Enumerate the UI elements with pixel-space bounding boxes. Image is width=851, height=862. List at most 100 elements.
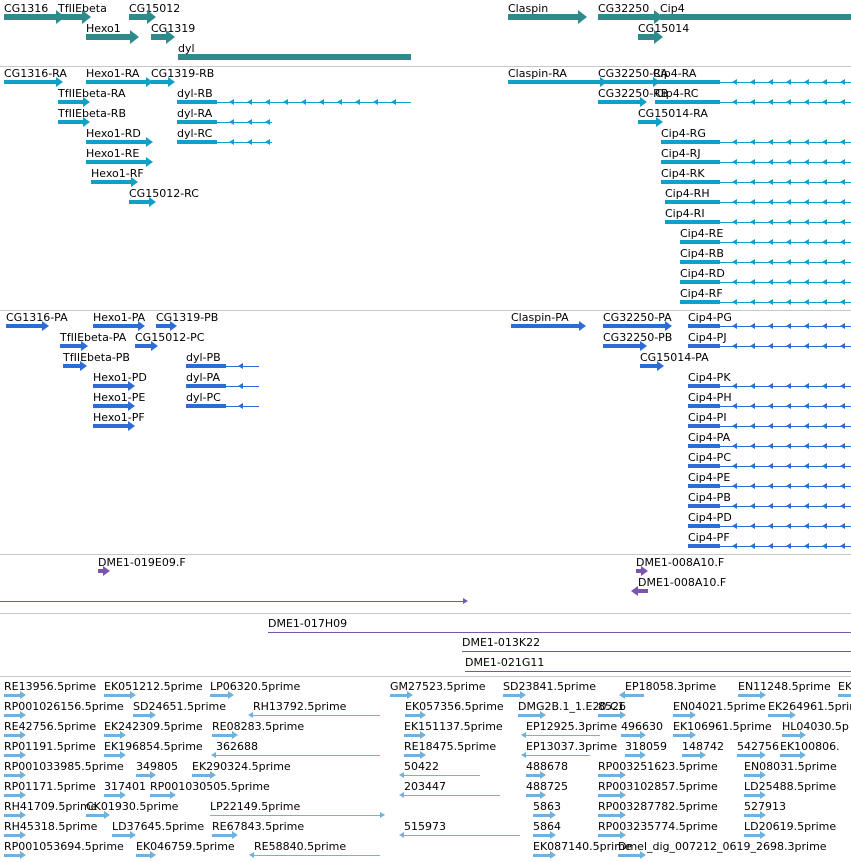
feature-line [720,546,851,547]
feature-block [93,384,128,388]
intron-chevron [750,99,755,105]
strand-arrow [56,77,63,87]
feature-label: LD25488.5prime [744,780,837,793]
feature-label: Cip4-PJ [688,331,727,344]
feature-line [404,795,500,796]
feature-block [688,524,720,528]
feature-label: DME1-019E09.F [98,556,186,569]
intron-chevron [750,79,755,85]
feature-block [178,54,411,60]
feature-block [744,814,760,817]
feature-label: Cip4-RI [665,207,705,220]
est-track: RE13956.5prime EK051212.5prime LP06320.5pr… [0,677,851,862]
feature-block [598,80,653,84]
intron-chevron [247,139,252,145]
intron-chevron [768,99,773,105]
strand-arrow [151,341,158,351]
strand-arrow [620,771,626,779]
feature-block [625,694,644,697]
intron-chevron [732,503,737,509]
intron-chevron [750,483,755,489]
intron-chevron [732,523,737,529]
feature-label: Claspin-RA [508,67,567,80]
strand-arrow [150,851,156,859]
intron-chevron [786,403,791,409]
intron-chevron [768,179,773,185]
feature-line [720,426,851,427]
strand-arrow [620,831,626,839]
intron-chevron [768,523,773,529]
feature-block [135,344,151,348]
feature-block [404,734,420,737]
feature-block [133,714,150,717]
feature-label: 515973 [404,820,446,833]
intron-chevron [732,279,737,285]
feature-block [98,569,103,573]
feature-block [636,569,641,573]
intron-chevron [840,383,845,389]
strand-arrow [540,771,546,779]
strand-arrow [656,117,663,127]
feature-block [4,80,56,84]
feature-block [63,364,80,368]
feature-block [136,774,150,777]
feature-block [738,694,760,697]
strand-arrow [20,691,26,699]
intron-chevron [822,483,827,489]
feature-block [177,100,217,104]
feature-line [720,406,851,407]
feature-line [217,102,411,103]
feature-label: TfIIEbeta-RB [58,107,126,120]
feature-block [4,794,20,797]
feature-label: RE67843.5prime [212,820,305,833]
intron-chevron [822,239,827,245]
strand-arrow [463,598,468,604]
feature-label: EP12925.3prime [526,720,618,733]
feature-label: EK100806. [780,740,840,753]
feature-label: CG15012 [129,2,181,15]
intron-chevron [768,199,773,205]
intron-chevron [822,279,827,285]
feature-label: DME1-013K22 [462,636,541,649]
feature-block [58,100,83,104]
intron-chevron [732,543,737,549]
strand-arrow [760,791,766,799]
strand-arrow [131,177,138,187]
feature-block [86,814,104,817]
strand-arrow [640,851,646,859]
intron-chevron [750,323,755,329]
feature-label: 203447 [404,780,446,793]
feature-block [6,324,42,328]
intron-chevron [786,483,791,489]
intron-chevron [768,403,773,409]
feature-block [688,324,720,328]
feature-label: Hexo1-PE [93,391,146,404]
intron-chevron [768,299,773,305]
feature-block [4,814,20,817]
feature-label: GM27523.5prime [390,680,486,693]
feature-label: TfIIEbeta [58,2,107,15]
intron-chevron [750,403,755,409]
feature-block [58,14,82,20]
intron-chevron [768,239,773,245]
strand-arrow [640,341,647,351]
feature-line [720,182,851,183]
feature-block [688,464,720,468]
intron-chevron [319,99,324,105]
feature-label: Cip4-RJ [661,147,701,160]
intron-chevron [732,239,737,245]
feature-block [598,100,640,104]
feature-label: CG32250 [598,2,650,15]
feature-label: Cip4-RH [665,187,710,200]
feature-label: Claspin [508,2,549,15]
intron-chevron [768,159,773,165]
intron-chevron [750,503,755,509]
feature-label: TfIIEbeta-PB [63,351,130,364]
feature-block [93,404,128,408]
intron-chevron [804,483,809,489]
intron-chevron [804,323,809,329]
feature-block [688,544,720,548]
feature-label: RP003251623.5prime [598,760,718,773]
intron-chevron [786,179,791,185]
intron-chevron [840,279,845,285]
